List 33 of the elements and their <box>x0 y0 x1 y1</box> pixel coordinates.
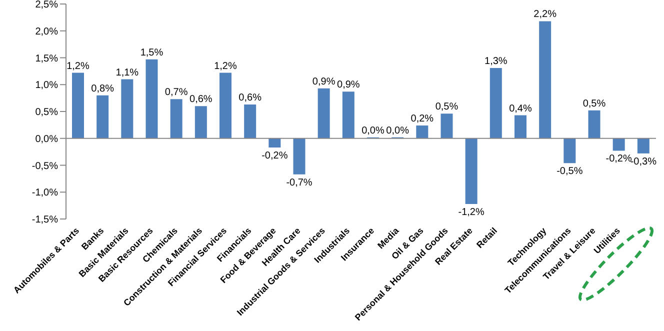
data-label: 2,2% <box>534 9 557 20</box>
data-label: 0,0% <box>386 125 410 136</box>
data-label: 0,5% <box>582 98 606 110</box>
y-tick-label: 0,0% <box>35 134 58 145</box>
data-label: -0,3% <box>630 156 657 168</box>
data-label: -1,2% <box>458 206 484 218</box>
data-label: 1,2% <box>66 60 90 72</box>
data-label: -0,5% <box>556 166 583 178</box>
data-label: -0,2% <box>262 150 288 162</box>
data-label: 0,7% <box>164 87 188 98</box>
data-label: 0,6% <box>190 94 212 106</box>
data-label: 0,4% <box>509 103 532 114</box>
data-label: 1,5% <box>140 47 164 58</box>
data-label: 0,5% <box>435 102 458 113</box>
data-label: 1,1% <box>116 67 139 78</box>
data-label: -0,2% <box>606 154 632 165</box>
data-label: 0,0% <box>362 125 385 136</box>
y-tick-label: 2,0% <box>35 26 58 38</box>
y-tick-label: 1,5% <box>35 53 58 64</box>
y-tick-label: 1,0% <box>35 80 58 92</box>
data-label: -0,7% <box>286 177 312 188</box>
data-label: 0,8% <box>91 83 114 94</box>
data-label: 0,2% <box>410 113 434 124</box>
data-label: 0,9% <box>312 76 336 88</box>
y-tick-label: -0,5% <box>32 160 58 172</box>
y-tick-label: 2,5% <box>35 0 58 11</box>
data-label: 1,3% <box>484 56 508 67</box>
data-label: 0,9% <box>337 80 360 91</box>
data-label: 0,6% <box>238 92 262 104</box>
y-tick-label: -1,5% <box>32 214 58 226</box>
y-tick-label: 0,5% <box>35 107 58 118</box>
data-label: 1,2% <box>214 60 238 72</box>
y-tick-label: -1,0% <box>32 188 58 199</box>
